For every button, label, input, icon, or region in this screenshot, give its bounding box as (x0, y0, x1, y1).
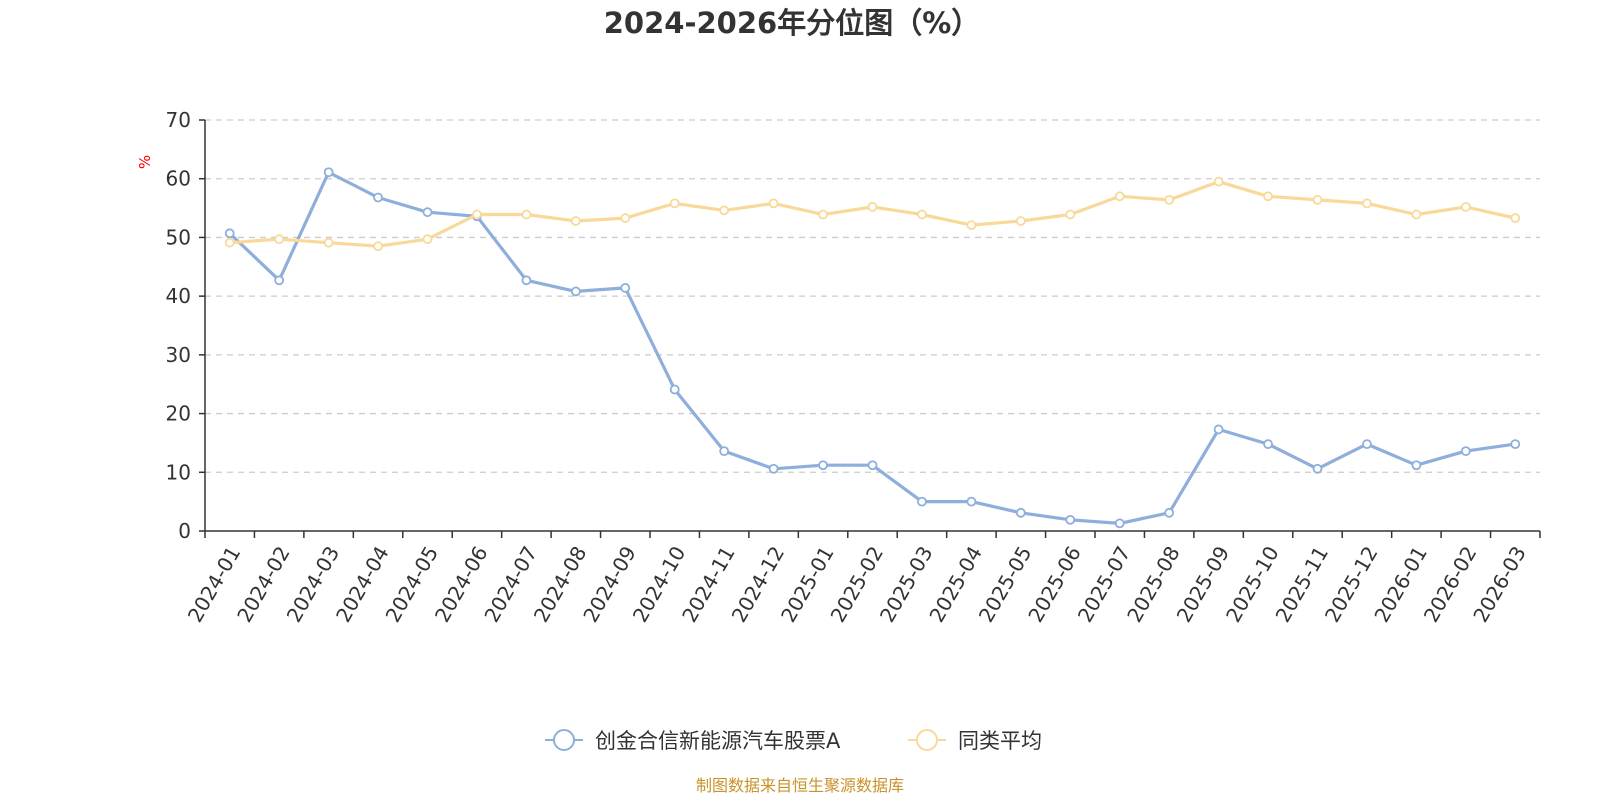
data-point[interactable] (917, 496, 927, 507)
axes: 0102030405060702024-012024-022024-032024… (166, 108, 1541, 626)
data-point[interactable] (917, 209, 927, 220)
legend-item-0[interactable]: 创金合信新能源汽车股票A (545, 729, 841, 753)
data-point[interactable] (1213, 176, 1224, 187)
data-point[interactable] (1015, 507, 1026, 518)
data-point[interactable] (1213, 424, 1224, 435)
legend-marker (553, 729, 575, 751)
source-note: 制图数据来自恒生聚源数据库 (696, 776, 904, 795)
data-point[interactable] (1164, 507, 1175, 518)
data-point[interactable] (1015, 216, 1026, 226)
data-point[interactable] (1263, 439, 1273, 450)
data-point[interactable] (224, 237, 235, 248)
data-point[interactable] (1065, 514, 1076, 525)
data-point[interactable] (373, 241, 383, 252)
data-point[interactable] (669, 384, 680, 395)
data-point[interactable] (1263, 191, 1273, 202)
data-point[interactable] (1460, 201, 1471, 212)
data-point[interactable] (422, 207, 433, 218)
series-line (229, 180, 1516, 248)
data-point[interactable] (867, 201, 878, 212)
y-axis-label: % (136, 155, 154, 169)
legend-label: 同类平均 (958, 729, 1042, 753)
data-point[interactable] (274, 275, 285, 286)
data-point[interactable] (1460, 446, 1471, 457)
data-point[interactable] (620, 213, 631, 223)
data-point[interactable] (966, 496, 977, 507)
data-point[interactable] (323, 237, 334, 248)
series-lines (224, 167, 1521, 529)
data-point[interactable] (669, 198, 680, 209)
data-point[interactable] (1362, 439, 1372, 450)
data-point[interactable] (818, 460, 828, 471)
data-point[interactable] (1065, 209, 1076, 220)
chart-title: 2024-2026年分位图（%） (604, 6, 981, 40)
y-tick-label: 30 (166, 343, 191, 367)
legend-label: 创金合信新能源汽车股票A (595, 729, 841, 753)
data-point[interactable] (521, 209, 532, 220)
series-1 (224, 176, 1521, 252)
data-point[interactable] (570, 286, 581, 297)
y-tick-label: 0 (178, 519, 191, 543)
data-point[interactable] (1114, 518, 1125, 529)
data-point[interactable] (422, 234, 433, 245)
data-point[interactable] (323, 167, 334, 178)
data-point[interactable] (472, 209, 482, 220)
data-point[interactable] (1164, 194, 1175, 205)
y-tick-label: 10 (166, 460, 191, 484)
data-point[interactable] (719, 205, 730, 216)
data-point[interactable] (1362, 198, 1372, 209)
y-tick-label: 20 (166, 402, 191, 426)
legend[interactable]: 创金合信新能源汽车股票A 同类平均 (545, 729, 1042, 753)
data-point[interactable] (373, 192, 383, 203)
y-tick-label: 40 (166, 284, 191, 308)
data-point[interactable] (818, 209, 828, 220)
data-point[interactable] (1114, 191, 1125, 202)
y-tick-label: 70 (166, 108, 191, 132)
data-point[interactable] (768, 198, 779, 209)
data-point[interactable] (1312, 194, 1323, 205)
series-line (228, 170, 1516, 526)
data-point[interactable] (1411, 209, 1422, 220)
legend-item-1[interactable]: 同类平均 (908, 729, 1042, 753)
y-tick-label: 50 (166, 225, 191, 249)
data-point[interactable] (570, 216, 581, 226)
data-point[interactable] (1312, 463, 1323, 474)
legend-marker (916, 729, 938, 751)
data-point[interactable] (966, 220, 977, 230)
data-point[interactable] (867, 460, 878, 471)
series-0 (224, 167, 1521, 529)
data-point[interactable] (620, 283, 631, 293)
data-point[interactable] (521, 275, 532, 286)
y-tick-label: 60 (166, 167, 191, 191)
data-point[interactable] (768, 463, 779, 474)
grid (205, 119, 1540, 473)
data-point[interactable] (1411, 460, 1422, 471)
data-point[interactable] (224, 228, 235, 239)
data-point[interactable] (1510, 439, 1521, 450)
data-point[interactable] (1510, 213, 1521, 223)
data-point[interactable] (719, 446, 730, 457)
data-point[interactable] (274, 234, 285, 245)
